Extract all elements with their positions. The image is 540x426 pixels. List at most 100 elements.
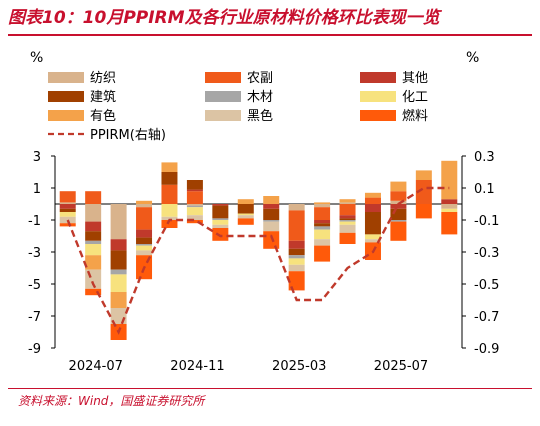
- bar-5-0: [59, 212, 76, 217]
- left-tick-label-6: -9: [28, 342, 41, 357]
- bar-4-8: [263, 220, 280, 222]
- bar-6-7: [237, 199, 254, 204]
- bar-6-10: [314, 202, 331, 204]
- bar-5-4: [161, 204, 178, 217]
- bar-8-11: [339, 232, 356, 244]
- bar-3-5: [186, 180, 203, 190]
- bar-6-13: [390, 181, 407, 192]
- bar-2-9: [288, 240, 305, 249]
- right-tick-label-6: -0.9: [474, 342, 499, 357]
- bar-2-5: [186, 189, 203, 192]
- left-tick-label-3: -3: [28, 246, 41, 261]
- right-tick-label-3: -0.3: [474, 246, 499, 261]
- bar-4-9: [288, 255, 305, 259]
- bar-8-15: [441, 212, 458, 235]
- legend-swatch-3: [48, 91, 84, 102]
- bar-7-3: [136, 250, 153, 256]
- bar-2-1: [85, 221, 102, 232]
- right-tick-label-2: -0.1: [474, 214, 499, 229]
- bar-7-11: [339, 224, 356, 233]
- bar-1-5: [186, 191, 203, 204]
- bar-series: [59, 160, 458, 340]
- bar-6-15: [441, 160, 458, 200]
- legend-swatch-7: [205, 110, 241, 121]
- left-tick-label-0: 3: [33, 150, 41, 165]
- bar-3-2: [110, 250, 127, 270]
- bar-7-9: [288, 264, 305, 272]
- right-tick-label-0: 0.3: [474, 150, 495, 165]
- bar-5-7: [237, 213, 254, 216]
- right-axis-unit: %: [466, 50, 479, 66]
- bar-7-7: [237, 215, 254, 219]
- bar-0-15: [441, 204, 458, 209]
- right-tick-label-4: -0.5: [474, 278, 499, 293]
- bar-5-1: [85, 244, 102, 256]
- bar-0-5: [186, 204, 203, 206]
- bar-2-13: [390, 204, 407, 209]
- x-tick-label-3: 2025-07: [374, 359, 428, 374]
- legend-swatch-8: [360, 110, 396, 121]
- bar-8-5: [186, 220, 203, 224]
- bar-6-14: [415, 170, 432, 180]
- bar-0-1: [85, 204, 102, 222]
- legend-label-1: 农副: [247, 71, 273, 86]
- bar-6-4: [161, 162, 178, 172]
- bar-1-14: [415, 180, 432, 204]
- bar-1-11: [339, 204, 356, 216]
- bar-3-4: [161, 172, 178, 185]
- legend-label-6: 有色: [90, 108, 116, 124]
- bar-2-2: [110, 239, 127, 251]
- bar-7-5: [186, 215, 203, 220]
- legend-label-4: 木材: [247, 90, 273, 105]
- bar-0-0: [59, 202, 76, 204]
- bar-6-2: [110, 292, 127, 308]
- x-tick-label-0: 2024-07: [69, 359, 123, 374]
- bar-1-10: [314, 207, 331, 220]
- ppirm-line: [66, 186, 450, 335]
- bar-5-3: [136, 245, 153, 251]
- bar-0-9: [288, 204, 305, 211]
- source-divider: [8, 388, 532, 389]
- bar-3-12: [364, 212, 381, 235]
- chart-title: 图表10：10月PPIRM及各行业原材料价格环比表现一览: [8, 8, 440, 28]
- legend-label-5: 化工: [402, 90, 428, 105]
- source-note: 资料来源：Wind，国盛证券研究所: [18, 394, 205, 408]
- bar-7-8: [263, 221, 280, 232]
- ppirm-line-layer: [66, 186, 450, 335]
- bar-4-6: [212, 218, 229, 220]
- bar-3-7: [237, 204, 254, 214]
- legend-label-ppirm: PPIRM(右轴): [90, 128, 166, 143]
- x-tick-label-2: 2025-03: [272, 359, 326, 374]
- bar-3-11: [339, 218, 356, 220]
- bar-6-3: [136, 200, 153, 204]
- bar-4-5: [186, 205, 203, 208]
- bar-8-13: [390, 221, 407, 241]
- legend-swatch-6: [48, 110, 84, 121]
- bar-5-10: [314, 229, 331, 240]
- bar-0-2: [110, 204, 127, 240]
- left-axis-unit: %: [30, 50, 43, 66]
- bar-3-9: [288, 248, 305, 256]
- bar-5-11: [339, 221, 356, 225]
- bar-3-6: [212, 205, 229, 219]
- bar-4-11: [339, 220, 356, 222]
- bar-0-10: [314, 204, 331, 208]
- bar-5-2: [110, 274, 127, 292]
- bar-3-8: [263, 208, 280, 220]
- bar-6-8: [263, 196, 280, 204]
- bar-2-11: [339, 215, 356, 219]
- left-tick-label-1: 1: [33, 182, 41, 197]
- bar-3-10: [314, 223, 331, 227]
- bar-1-3: [136, 207, 153, 230]
- left-tick-label-5: -7: [28, 310, 41, 325]
- legend-swatch-4: [205, 91, 241, 102]
- bar-7-6: [212, 224, 229, 228]
- bar-3-0: [59, 208, 76, 212]
- title-divider: [8, 34, 532, 36]
- bar-0-11: [339, 202, 356, 204]
- legend-label-2: 其他: [402, 71, 428, 86]
- right-tick-label-5: -0.7: [474, 310, 499, 325]
- bar-6-1: [85, 255, 102, 270]
- bar-1-12: [364, 197, 381, 204]
- bar-1-13: [390, 191, 407, 201]
